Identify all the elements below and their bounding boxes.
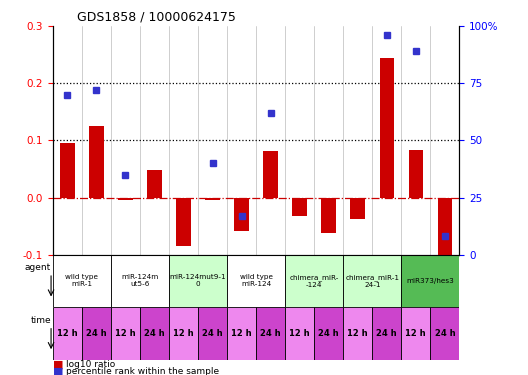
Bar <box>169 255 227 307</box>
Text: miR-124mut9-1
0: miR-124mut9-1 0 <box>169 274 227 288</box>
Text: ■: ■ <box>53 367 63 375</box>
Bar <box>147 170 162 198</box>
Text: 24 h: 24 h <box>260 329 281 338</box>
Bar <box>438 198 452 258</box>
Bar <box>285 307 314 360</box>
Bar <box>205 198 220 200</box>
Bar <box>227 307 256 360</box>
Bar <box>401 255 459 307</box>
Bar <box>53 307 82 360</box>
Bar <box>293 198 307 216</box>
Bar <box>118 198 133 200</box>
Text: 12 h: 12 h <box>57 329 78 338</box>
Bar <box>256 307 285 360</box>
Text: log10 ratio: log10 ratio <box>66 360 115 369</box>
Text: 24 h: 24 h <box>435 329 455 338</box>
Text: wild type
miR-1: wild type miR-1 <box>65 274 98 288</box>
Bar <box>401 307 430 360</box>
Bar <box>314 307 343 360</box>
Bar <box>60 143 74 198</box>
Text: 12 h: 12 h <box>289 329 310 338</box>
Bar <box>409 150 423 198</box>
Text: 24 h: 24 h <box>376 329 397 338</box>
Bar <box>263 151 278 198</box>
Bar <box>198 307 227 360</box>
Text: 24 h: 24 h <box>202 329 223 338</box>
Text: agent: agent <box>25 263 51 272</box>
Bar <box>176 198 191 246</box>
Text: 12 h: 12 h <box>173 329 194 338</box>
Text: 12 h: 12 h <box>347 329 368 338</box>
Bar <box>351 198 365 219</box>
Bar <box>227 255 285 307</box>
Bar <box>430 307 459 360</box>
Bar <box>140 307 169 360</box>
Bar <box>111 307 140 360</box>
Text: chimera_miR-1
24-1: chimera_miR-1 24-1 <box>345 274 399 288</box>
Bar <box>322 198 336 233</box>
Bar <box>285 255 343 307</box>
Text: time: time <box>31 316 51 325</box>
Text: 24 h: 24 h <box>318 329 339 338</box>
Bar <box>169 307 198 360</box>
Bar <box>343 307 372 360</box>
Text: 12 h: 12 h <box>115 329 136 338</box>
Text: percentile rank within the sample: percentile rank within the sample <box>66 368 219 375</box>
Bar <box>82 307 111 360</box>
Bar <box>89 126 103 198</box>
Bar <box>380 58 394 198</box>
Text: 12 h: 12 h <box>406 329 426 338</box>
Bar <box>343 255 401 307</box>
Bar <box>372 307 401 360</box>
Bar <box>111 255 169 307</box>
Text: miR373/hes3: miR373/hes3 <box>407 278 454 284</box>
Text: 24 h: 24 h <box>144 329 165 338</box>
Text: 24 h: 24 h <box>86 329 107 338</box>
Text: 12 h: 12 h <box>231 329 252 338</box>
Text: GDS1858 / 10000624175: GDS1858 / 10000624175 <box>77 11 236 24</box>
Text: miR-124m
ut5-6: miR-124m ut5-6 <box>121 274 158 288</box>
Text: ■: ■ <box>53 360 63 369</box>
Text: chimera_miR-
-124: chimera_miR- -124 <box>289 274 339 288</box>
Bar <box>53 255 111 307</box>
Bar <box>234 198 249 231</box>
Text: wild type
miR-124: wild type miR-124 <box>240 274 272 288</box>
